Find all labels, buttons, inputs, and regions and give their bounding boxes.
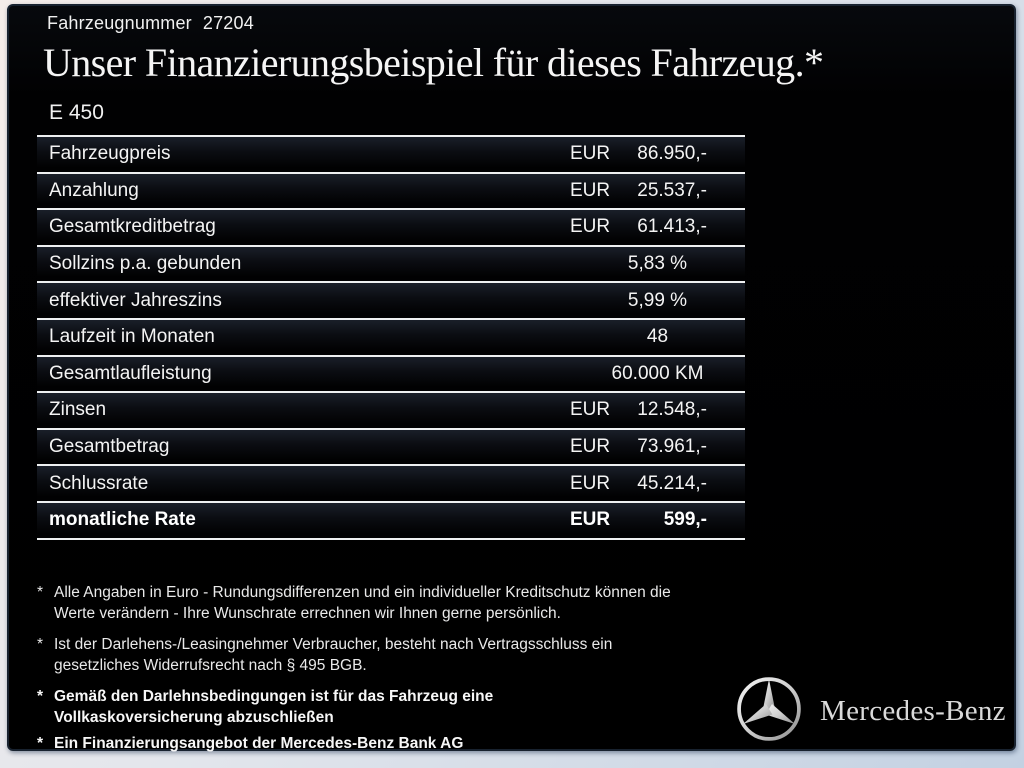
footnote-marker: * [37,688,44,705]
row-value-box: EUR 73.961,- [555,430,745,465]
row-label: Gesamtlaufleistung [49,362,212,384]
table-row-monthly-rate: monatliche Rate EUR 599,- [37,502,745,540]
vehicle-number: Fahrzeugnummer 27204 [47,13,254,34]
row-label: Anzahlung [49,179,139,201]
table-row: Sollzins p.a. gebunden 5,83 % [37,246,745,284]
table-row: Anzahlung EUR 25.537,- [37,173,745,211]
currency-code: EUR [570,436,611,458]
footnote-text: Alle Angaben in Euro - Rundungsdifferenz… [54,584,671,622]
currency-code: EUR [570,399,611,421]
row-value: 25.537,- [637,179,707,201]
table-row: Gesamtlaufleistung 60.000 KM [37,356,745,394]
financing-table: Fahrzeugpreis EUR 86.950,- Anzahlung EUR… [37,135,745,540]
row-value-box: 60.000 KM [555,357,745,392]
footnote-text: Ein Finanzierungsangebot der Mercedes-Be… [54,735,464,752]
currency-code: EUR [570,472,611,494]
vehicle-number-label: Fahrzeugnummer [47,13,192,33]
footnote: * Ist der Darlehens-/Leasingnehmer Verbr… [37,635,767,676]
footnote: * Ein Finanzierungsangebot der Mercedes-… [37,734,767,755]
row-value: 5,99 % [627,289,688,311]
row-label: Zinsen [49,399,107,421]
row-value: 599,- [663,509,707,531]
table-row: Gesamtbetrag EUR 73.961,- [37,429,745,467]
table-row: Gesamtkreditbetrag EUR 61.413,- [37,210,745,247]
row-label: Laufzeit in Monaten [49,326,215,348]
brand-wordmark: Mercedes-Benz [820,695,1006,727]
footnote: * Gemäß den Darlehnsbedingungen ist für … [37,687,767,728]
footnote-marker: * [37,584,44,601]
row-value: 5,83 % [627,253,688,275]
row-value-box: EUR 25.537,- [555,174,745,209]
row-value: 48 [646,326,669,348]
footnote-marker: * [37,735,44,752]
row-value-box: 5,83 % [555,247,745,282]
table-row: effektiver Jahreszins 5,99 % [37,283,745,320]
row-value: 86.950,- [637,143,707,165]
row-label: Schlussrate [49,472,149,494]
mercedes-star-icon [737,677,801,741]
row-value-box: 5,99 % [555,283,745,318]
table-row: Fahrzeugpreis EUR 86.950,- [37,137,745,174]
footnote-marker: * [37,636,44,653]
row-value: 12.548,- [637,399,707,421]
row-value-box: EUR 86.950,- [555,137,745,172]
row-value: 60.000 KM [611,362,704,384]
row-label: Fahrzeugpreis [49,143,171,165]
table-row: Schlussrate EUR 45.214,- [37,466,745,503]
row-value-box: EUR 45.214,- [555,466,745,501]
row-value: 45.214,- [637,472,707,494]
footnote-text: Ist der Darlehens-/Leasingnehmer Verbrau… [54,636,613,674]
row-value: 73.961,- [637,436,707,458]
row-value-box: EUR 12.548,- [555,393,745,428]
row-value-box: EUR 61.413,- [555,210,745,245]
brand-block: Mercedes-Benz [727,669,1007,747]
page-title: Unser Finanzierungsbeispiel für dieses F… [43,40,824,85]
currency-code: EUR [570,143,611,165]
row-value: 61.413,- [637,216,707,238]
table-row: Zinsen EUR 12.548,- [37,393,745,430]
row-label: Gesamtbetrag [49,436,170,458]
finance-sheet: Fahrzeugnummer 27204 Unser Finanzierungs… [7,4,1016,752]
vehicle-model: E 450 [49,101,104,124]
row-value-box: 48 [555,320,745,355]
row-label: monatliche Rate [49,509,196,531]
table-row: Laufzeit in Monaten 48 [37,319,745,357]
row-label: Sollzins p.a. gebunden [49,253,242,275]
footnote-text: Gemäß den Darlehnsbedingungen ist für da… [54,688,494,726]
row-label: effektiver Jahreszins [49,289,222,311]
currency-code: EUR [570,216,611,238]
footnotes: * Alle Angaben in Euro - Rundungsdiffere… [37,583,767,761]
row-label: Gesamtkreditbetrag [49,216,216,238]
currency-code: EUR [570,179,611,201]
row-value-box: EUR 599,- [555,503,745,538]
vehicle-number-value: 27204 [202,13,254,33]
currency-code: EUR [570,509,611,531]
footnote: * Alle Angaben in Euro - Rundungsdiffere… [37,583,767,624]
